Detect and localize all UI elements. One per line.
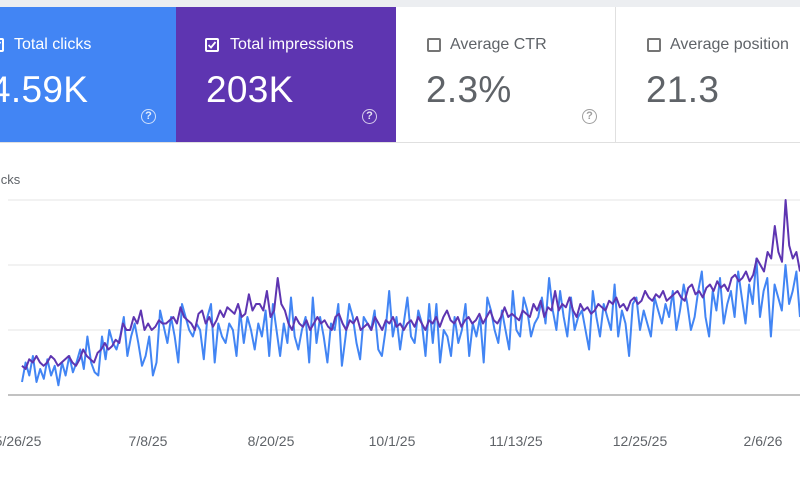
metric-value: 203K (206, 69, 294, 110)
x-tick-label: 7/8/25 (129, 433, 168, 449)
metric-label: Average CTR (450, 36, 547, 53)
metric-card-average-ctr[interactable]: Average CTR 2.3% ? (396, 7, 616, 142)
series-line-impressions (21, 199, 800, 370)
cards-divider (0, 142, 800, 143)
x-tick-label: 2/6/26 (744, 433, 783, 449)
checkbox-checked-icon[interactable] (205, 38, 219, 52)
checkbox-checked-icon[interactable] (0, 38, 4, 52)
top-strip (0, 0, 800, 7)
help-icon[interactable]: ? (582, 109, 597, 124)
x-tick-label: 10/1/25 (369, 433, 416, 449)
checkbox-unchecked-icon[interactable] (647, 38, 661, 52)
metric-card-average-position[interactable]: Average position 21.3 (616, 7, 800, 142)
metric-value: 4.59K (0, 69, 89, 110)
x-tick-label: 8/20/25 (248, 433, 295, 449)
y-axis-label: licks (0, 172, 21, 187)
metric-label: Total clicks (14, 36, 92, 53)
x-tick-label: 5/26/25 (0, 433, 42, 449)
help-icon[interactable]: ? (141, 109, 156, 124)
performance-chart[interactable]: 5/26/25 7/8/25 8/20/25 10/1/25 11/13/25 12/25… (0, 143, 800, 480)
x-tick-label: 12/25/25 (613, 433, 668, 449)
metric-label: Total impressions (230, 36, 354, 53)
checkbox-unchecked-icon[interactable] (427, 38, 441, 52)
metric-value: 21.3 (646, 69, 720, 110)
metric-label: Average position (670, 36, 789, 53)
metric-card-total-impressions[interactable]: Total impressions 203K ? (176, 7, 396, 142)
metric-value: 2.3% (426, 69, 512, 110)
help-icon[interactable]: ? (362, 109, 377, 124)
x-tick-label: 11/13/25 (489, 433, 543, 449)
metric-card-total-clicks[interactable]: Total clicks 4.59K ? (0, 7, 176, 142)
series-line-clicks (21, 257, 800, 387)
